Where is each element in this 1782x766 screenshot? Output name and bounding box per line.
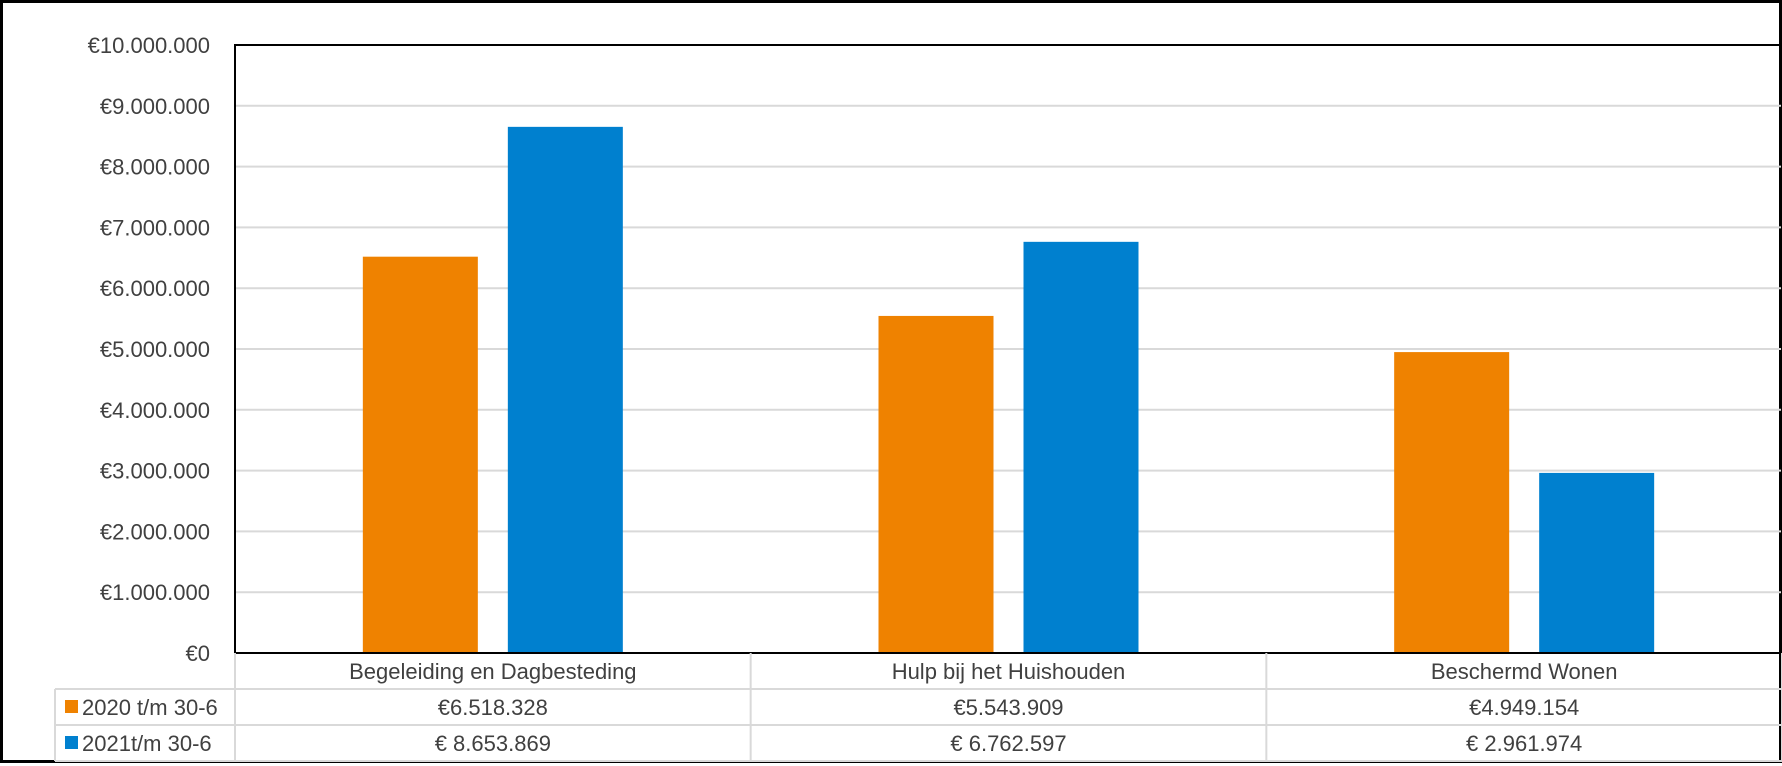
- plot-area-outline: [234, 44, 1782, 654]
- y-tick-label: €1.000.000: [100, 580, 210, 605]
- y-tick-label: €0: [186, 641, 210, 666]
- y-tick-label: €4.000.000: [100, 398, 210, 423]
- gridlines: [235, 104, 1782, 594]
- category-label: Begeleiding en Dagbesteding: [349, 659, 636, 684]
- data-table-value: €4.949.154: [1469, 695, 1579, 720]
- series-name: 2021t/m 30-6: [82, 731, 212, 756]
- data-table-value: € 2.961.974: [1466, 731, 1582, 756]
- plot-area-border: [234, 44, 1782, 654]
- legend-key-series-2: [65, 736, 78, 749]
- category-label: Hulp bij het Huishouden: [892, 659, 1126, 684]
- y-tick-label: €7.000.000: [100, 215, 210, 240]
- bar-series-1-3: [1394, 352, 1510, 653]
- data-table: Begeleiding en Dagbesteding Hulp bij het …: [54, 653, 1782, 762]
- series-name: 2020 t/m 30-6: [82, 695, 218, 720]
- y-tick-label: €2.000.000: [100, 519, 210, 544]
- y-tick-label: €6.000.000: [100, 276, 210, 301]
- data-table-value: € 8.653.869: [435, 731, 551, 756]
- bar-series-2-2: [1023, 241, 1139, 653]
- bar-series-1-2: [878, 315, 994, 653]
- bar-series-2-3: [1539, 472, 1655, 653]
- y-tick-label: €3.000.000: [100, 459, 210, 484]
- data-table-value: € 6.762.597: [950, 731, 1066, 756]
- y-tick-label: €5.000.000: [100, 337, 210, 362]
- bar-series-1-1: [362, 256, 478, 653]
- y-tick-label: €9.000.000: [100, 94, 210, 119]
- y-axis-tick-labels: €0 €1.000.000 €2.000.000 €3.000.000 €4.000.0…: [88, 33, 210, 666]
- category-label: Beschermd Wonen: [1431, 659, 1618, 684]
- legend-key-series-1: [65, 700, 78, 713]
- data-table-value: €6.518.328: [438, 695, 548, 720]
- bars: [362, 126, 1655, 653]
- data-table-value: €5.543.909: [953, 695, 1063, 720]
- y-tick-label: €8.000.000: [100, 155, 210, 180]
- bar-series-2-1: [507, 126, 623, 653]
- bar-chart: €0 €1.000.000 €2.000.000 €3.000.000 €4.000.0…: [54, 33, 1782, 762]
- y-tick-label: €10.000.000: [88, 33, 210, 58]
